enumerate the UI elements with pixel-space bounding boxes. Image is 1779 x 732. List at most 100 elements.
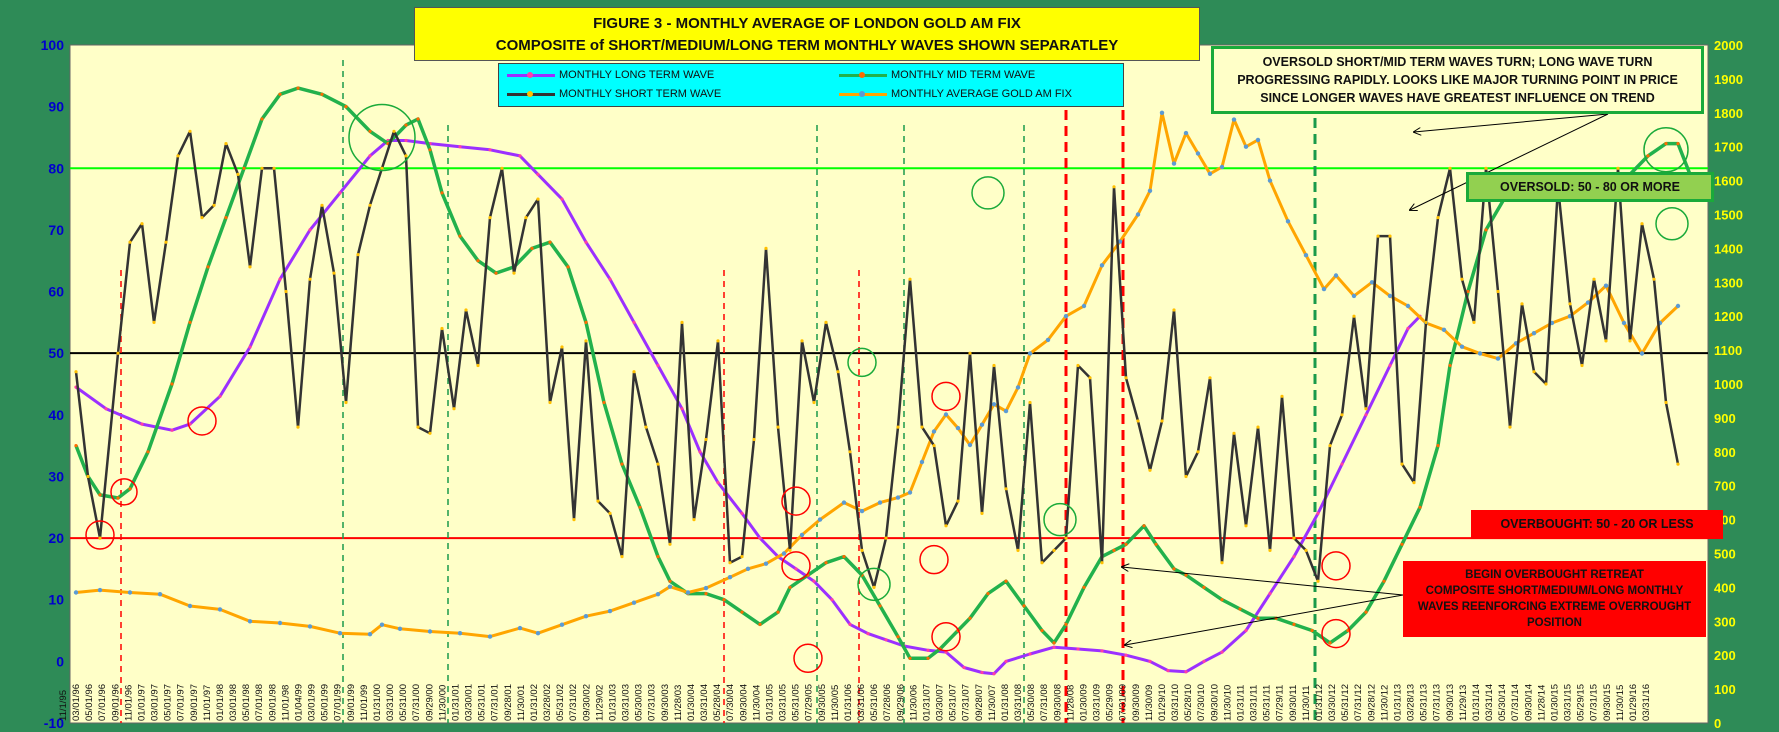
x-tick-label: 07/31/07 xyxy=(961,684,972,721)
series-point-mid-36 xyxy=(704,592,708,596)
series-layer xyxy=(73,86,1692,676)
x-tick-label: 05/31/05 xyxy=(791,684,802,721)
chart-title: FIGURE 3 - MONTHLY AVERAGE OF LONDON GOL… xyxy=(414,7,1200,61)
series-point-mid-40 xyxy=(776,610,780,614)
series-point-short-73 xyxy=(956,499,960,503)
series-point-gold-73 xyxy=(1441,327,1447,332)
right-tick-label: 1200 xyxy=(1714,309,1743,324)
series-point-long-39 xyxy=(980,670,984,675)
series-point-gold-59 xyxy=(1219,164,1225,170)
series-point-short-103 xyxy=(1316,579,1320,583)
series-point-mid-56 xyxy=(1040,628,1044,633)
x-tick-label: 09/29/00 xyxy=(424,684,435,721)
series-point-short-83 xyxy=(1076,363,1080,368)
overbought-label: OVERBOUGHT: 50 - 20 OR LESS xyxy=(1471,510,1723,539)
series-point-short-59 xyxy=(788,548,792,553)
series-point-mid-66 xyxy=(1184,573,1188,577)
right-tick-label: 1500 xyxy=(1714,208,1743,223)
series-point-short-27 xyxy=(404,154,408,158)
series-point-mid-0 xyxy=(74,444,78,448)
series-point-short-67 xyxy=(884,536,888,540)
series-point-short-101 xyxy=(1292,536,1296,540)
title-line-1: FIGURE 3 - MONTHLY AVERAGE OF LONDON GOL… xyxy=(593,15,1021,32)
annotation-arrows xyxy=(1122,113,1609,645)
series-point-short-31 xyxy=(452,407,456,411)
series-point-gold-1 xyxy=(97,587,103,593)
x-tick-label: 11/01/97 xyxy=(202,685,213,721)
series-point-short-10 xyxy=(200,216,204,220)
x-tick-label: 03/01/99 xyxy=(307,684,318,721)
highlight-circle-14 xyxy=(1321,551,1351,581)
series-point-short-90 xyxy=(1160,419,1164,423)
x-tick-label: 11/30/10 xyxy=(1222,685,1233,721)
series-point-short-116 xyxy=(1472,320,1476,324)
series-point-short-53 xyxy=(716,339,720,343)
series-point-short-15 xyxy=(260,166,264,170)
right-tick-label: 2000 xyxy=(1714,38,1743,53)
series-point-mid-15 xyxy=(344,105,348,109)
left-axis: -10 0 10 20 30 40 50 60 70 80 90 100 xyxy=(41,37,65,731)
series-point-mid-39 xyxy=(758,622,762,627)
arrow-to-long-turn xyxy=(1414,113,1609,132)
legend-label-mid: MONTHLY MID TERM WAVE xyxy=(891,69,1036,81)
x-tick-label: 09/01/99 xyxy=(346,684,357,721)
series-point-short-0 xyxy=(74,370,78,374)
highlight-circle-7 xyxy=(847,347,877,378)
series-point-gold-55 xyxy=(1171,161,1177,166)
series-point-gold-75 xyxy=(1477,351,1483,356)
series-point-gold-78 xyxy=(1531,331,1537,336)
series-point-short-131 xyxy=(1652,277,1656,281)
right-tick-label: 500 xyxy=(1714,547,1736,562)
series-point-mid-20 xyxy=(428,148,432,152)
right-tick-label: 300 xyxy=(1714,614,1736,629)
series-point-short-120 xyxy=(1520,302,1524,306)
series-point-short-33 xyxy=(476,363,480,368)
x-tick-label: 03/30/07 xyxy=(935,684,946,721)
series-point-mid-32 xyxy=(638,505,642,509)
series-point-long-15 xyxy=(488,148,492,152)
series-point-gold-41 xyxy=(967,442,973,448)
series-point-gold-36 xyxy=(907,490,913,495)
series-point-short-23 xyxy=(356,253,360,257)
highlight-circle-15 xyxy=(1321,618,1351,649)
series-point-mid-33 xyxy=(656,555,660,559)
right-tick-label: 700 xyxy=(1714,479,1736,494)
series-point-long-49 xyxy=(1184,670,1188,674)
series-point-mid-73 xyxy=(1310,628,1314,633)
x-tick-label: 01/31/00 xyxy=(372,684,383,721)
series-point-mid-13 xyxy=(296,86,300,90)
series-point-short-112 xyxy=(1424,320,1428,324)
series-point-short-51 xyxy=(692,518,696,522)
series-point-gold-32 xyxy=(841,500,847,505)
annotation-retreat-line-3: WAVES REENFORCING EXTREME OVERROUGHT xyxy=(1417,601,1692,613)
x-tick-label: 03/01/97 xyxy=(150,684,161,721)
left-tick-label: 80 xyxy=(48,160,64,176)
x-tick-label: 03/31/04 xyxy=(699,684,710,721)
x-tick-label: 07/29/11 xyxy=(1275,685,1286,721)
series-point-short-25 xyxy=(380,166,384,170)
series-point-mid-18 xyxy=(404,123,408,127)
highlight-circle-16 xyxy=(1643,127,1689,173)
x-tick-label: 01/29/10 xyxy=(1157,684,1168,721)
x-tick-label: 07/30/10 xyxy=(1196,684,1207,721)
series-point-mid-58 xyxy=(1064,622,1068,627)
x-tick-label: 11/01/99 xyxy=(359,685,370,721)
x-tick-label: 03/31/16 xyxy=(1641,684,1652,721)
x-tick-label: 01/31/02 xyxy=(529,684,540,721)
left-tick-label: 60 xyxy=(48,284,64,300)
annotation-retreat-line-1: BEGIN OVERBOUGHT RETREAT xyxy=(1465,569,1644,581)
x-tick-label: 05/01/99 xyxy=(320,684,331,721)
series-point-short-52 xyxy=(704,437,708,442)
arrow-to-overbought-b xyxy=(1125,594,1404,645)
series-point-mid-44 xyxy=(842,555,846,559)
x-tick-label: 03/01/96 xyxy=(71,684,82,721)
series-point-gold-6 xyxy=(247,619,253,624)
series-point-gold-35 xyxy=(895,495,901,500)
series-point-short-28 xyxy=(416,425,420,429)
series-point-short-48 xyxy=(656,462,660,466)
series-point-gold-14 xyxy=(457,631,463,636)
series-point-short-97 xyxy=(1244,524,1248,528)
series-point-gold-58 xyxy=(1207,171,1213,176)
highlight-circle-5 xyxy=(781,551,811,581)
